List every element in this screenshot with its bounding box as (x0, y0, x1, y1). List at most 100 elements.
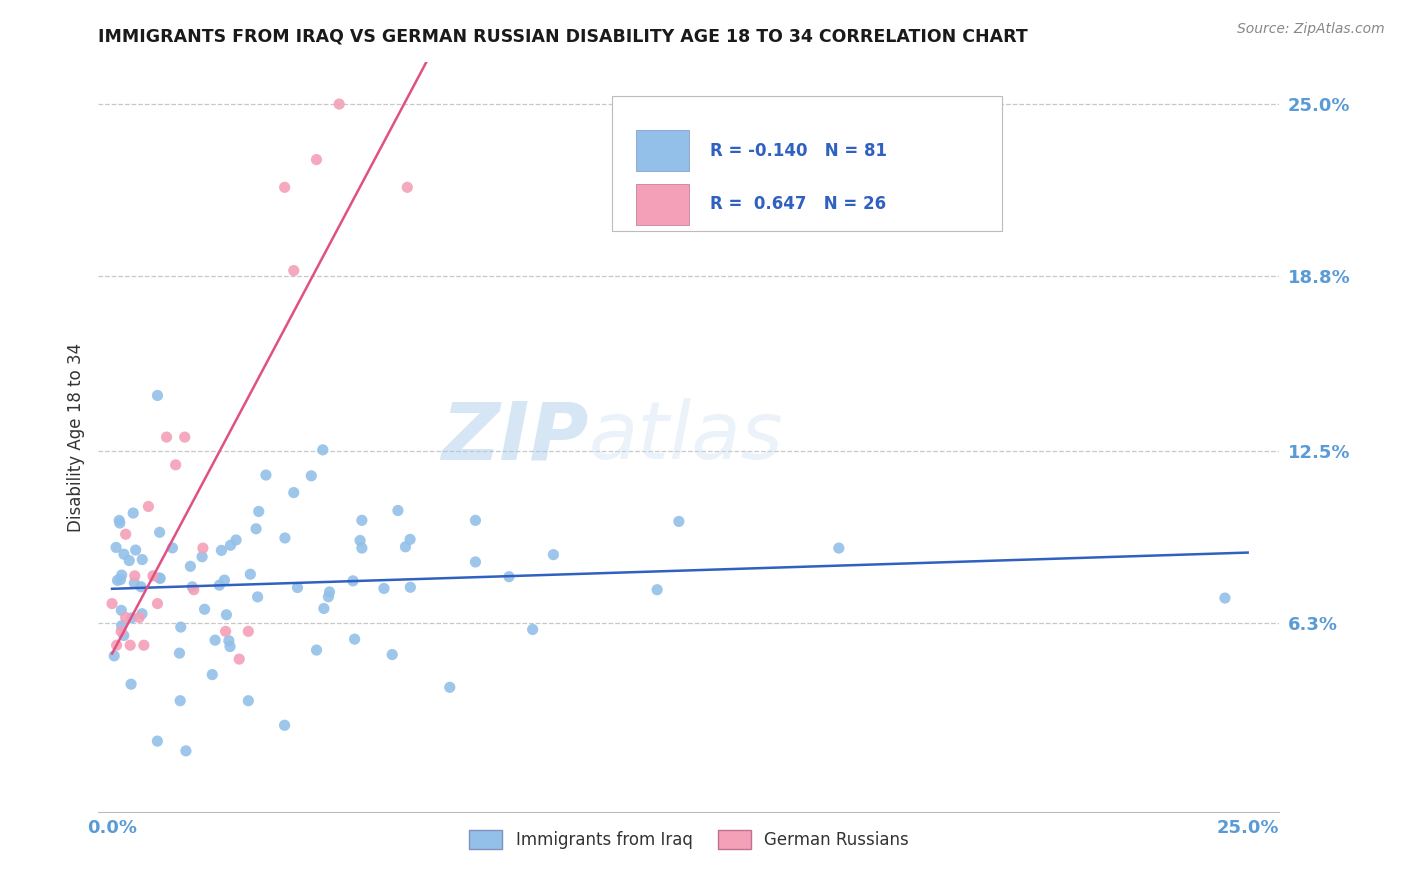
Point (120, 638, 142, 652)
Point (373, 582, 395, 596)
Point (142, 569, 165, 583)
FancyBboxPatch shape (612, 96, 1002, 231)
Point (218, 633, 240, 648)
Point (273, 718, 295, 732)
Point (498, 570, 520, 584)
Point (274, 531, 297, 545)
Point (105, 638, 128, 652)
Legend: Immigrants from Iraq, German Russians: Immigrants from Iraq, German Russians (463, 823, 915, 855)
Point (245, 522, 267, 536)
Point (209, 543, 232, 558)
Point (439, 681, 461, 695)
Point (191, 541, 214, 555)
Point (148, 571, 170, 585)
Point (238, 624, 260, 639)
Point (124, 543, 146, 558)
Point (381, 648, 404, 662)
Point (543, 548, 565, 562)
Point (254, 468, 277, 483)
Point (129, 580, 152, 594)
Point (219, 538, 242, 552)
Point (191, 549, 214, 564)
Point (215, 607, 238, 622)
Point (112, 547, 135, 561)
Point (122, 506, 145, 520)
Point (273, 180, 295, 194)
Text: IMMIGRANTS FROM IRAQ VS GERMAN RUSSIAN DISABILITY AGE 18 TO 34 CORRELATION CHART: IMMIGRANTS FROM IRAQ VS GERMAN RUSSIAN D… (98, 28, 1028, 45)
Point (318, 585, 340, 599)
Point (110, 573, 132, 587)
Point (204, 633, 226, 648)
Point (111, 568, 134, 582)
Point (114, 527, 136, 541)
Point (181, 580, 204, 594)
Point (146, 597, 169, 611)
Point (399, 533, 422, 547)
Point (174, 744, 197, 758)
Text: ZIP: ZIP (441, 398, 589, 476)
Point (149, 571, 172, 585)
Point (238, 694, 260, 708)
Text: atlas: atlas (589, 398, 783, 476)
Point (108, 516, 131, 530)
Point (396, 180, 419, 194)
Point (374, 41, 396, 55)
Point (149, 525, 172, 540)
Point (162, 541, 184, 555)
Text: R = -0.140   N = 81: R = -0.140 N = 81 (710, 142, 887, 160)
Point (146, 388, 169, 402)
Point (287, 581, 309, 595)
Point (283, 263, 305, 277)
Y-axis label: Disability Age 18 to 34: Disability Age 18 to 34 (66, 343, 84, 532)
Point (165, 458, 187, 472)
Point (120, 677, 142, 691)
Point (349, 533, 371, 548)
Point (124, 569, 146, 583)
Point (107, 574, 129, 588)
Point (247, 504, 270, 518)
Point (299, 468, 322, 483)
Point (228, 652, 250, 666)
Point (194, 602, 217, 616)
Point (131, 552, 153, 566)
Point (645, 582, 668, 597)
Text: Source: ZipAtlas.com: Source: ZipAtlas.com (1237, 22, 1385, 37)
Point (219, 640, 242, 654)
Point (103, 648, 125, 663)
Point (201, 667, 224, 681)
Point (108, 513, 131, 527)
Point (283, 485, 305, 500)
Point (146, 734, 169, 748)
Point (110, 603, 132, 617)
Point (110, 624, 132, 639)
Point (464, 513, 486, 527)
Point (118, 553, 141, 567)
Point (112, 628, 135, 642)
Point (350, 541, 373, 555)
Point (179, 559, 201, 574)
Point (169, 646, 191, 660)
Point (124, 576, 146, 591)
Point (111, 618, 134, 632)
Point (170, 620, 193, 634)
Point (328, 97, 350, 112)
Point (399, 580, 422, 594)
Bar (636, 184, 689, 225)
Point (128, 610, 150, 624)
Point (208, 578, 231, 592)
Point (101, 597, 124, 611)
Point (105, 541, 128, 555)
Point (131, 607, 153, 621)
Point (1213, 591, 1236, 605)
Point (239, 567, 262, 582)
Point (305, 153, 328, 167)
Point (828, 541, 851, 555)
Point (132, 638, 155, 652)
Point (305, 643, 328, 657)
Point (114, 610, 136, 624)
Point (214, 624, 236, 639)
Point (342, 574, 364, 588)
Point (394, 540, 416, 554)
Point (312, 442, 335, 457)
Point (318, 590, 340, 604)
